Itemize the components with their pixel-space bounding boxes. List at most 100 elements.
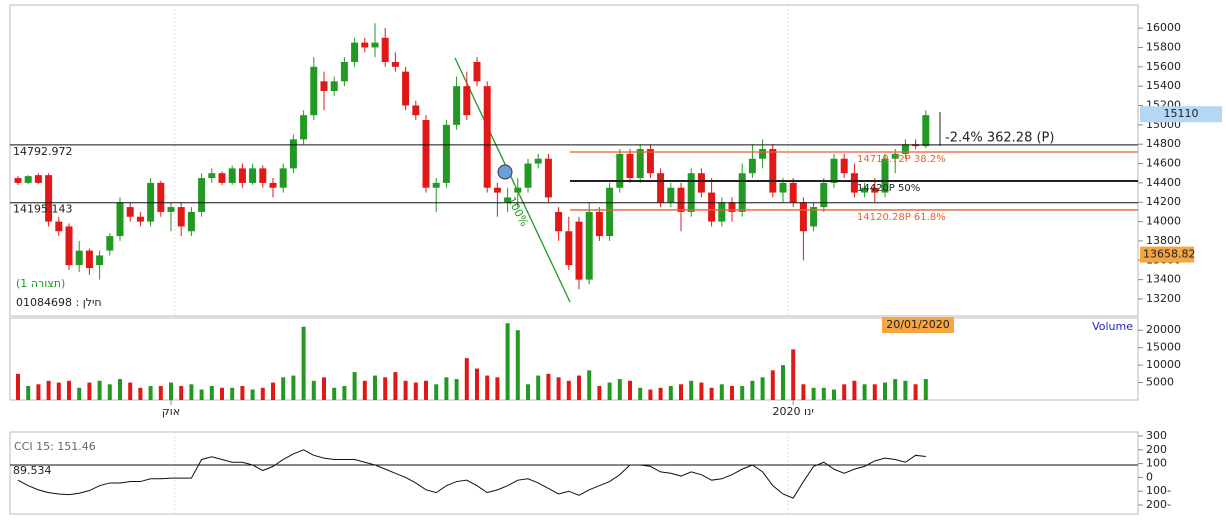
y-tick-label: 200 [1146, 443, 1167, 456]
y-tick-label: 15000 [1146, 341, 1181, 354]
candle-body [861, 187, 869, 193]
y-tick-label: 14800 [1146, 137, 1181, 150]
volume-bar [118, 379, 122, 400]
y-tick-label: 14600 [1146, 157, 1181, 170]
volume-bar [750, 380, 755, 400]
volume-bar [281, 377, 286, 400]
level-label: 14195.143 [13, 203, 73, 216]
volume-bar [719, 384, 724, 400]
volume-bar [475, 368, 479, 400]
candle-body [24, 176, 32, 183]
volume-bar [668, 386, 673, 400]
volume-bar [260, 387, 265, 400]
volume-bar [577, 375, 581, 400]
volume-bar [770, 370, 775, 400]
volume-bar [434, 384, 439, 400]
candle-body [65, 226, 73, 266]
volume-bar [536, 375, 541, 400]
candle-body [330, 81, 338, 91]
candle-body [850, 173, 858, 193]
volume-bar [97, 380, 102, 400]
candle-body [759, 149, 767, 159]
candle-body [412, 105, 420, 116]
candle-body [493, 187, 501, 193]
x-tick-label: אוק [162, 405, 180, 418]
candle-body [687, 173, 695, 212]
candle-body [463, 86, 471, 116]
cci-line [17, 449, 926, 499]
candle-body [126, 207, 134, 217]
volume-bar [648, 389, 653, 400]
candle-body [136, 216, 144, 222]
candle-body [901, 144, 909, 154]
candle-body [402, 71, 410, 106]
volume-bar [271, 382, 275, 400]
y-tick-label: 14000 [1146, 215, 1181, 228]
candle-body [473, 61, 481, 82]
volume-bar [811, 387, 816, 400]
volume-bar [781, 365, 785, 400]
candle-body [820, 182, 828, 208]
volume-bar [638, 387, 643, 400]
volume-bar [872, 384, 877, 400]
fib-label: 14420P 50% [857, 183, 920, 194]
y-tick-label: 15400 [1146, 79, 1181, 92]
volume-bar [342, 386, 347, 400]
candle-body [96, 255, 104, 266]
candle-body [636, 149, 644, 179]
candle-body [830, 158, 838, 183]
volume-bar [301, 326, 306, 400]
y-tick-label: 13400 [1146, 273, 1181, 286]
candle-body [799, 202, 807, 232]
candle-body [218, 173, 226, 183]
volume-bar [760, 377, 765, 400]
candle-body [228, 168, 236, 183]
trend-handle [497, 164, 513, 180]
volume-panel [9, 317, 1139, 401]
date-box [882, 317, 954, 333]
volume-bar [209, 386, 214, 400]
volume-bar [158, 386, 163, 400]
y-tick-label: 15600 [1146, 60, 1181, 73]
volume-bar [230, 387, 235, 400]
candle-body [810, 207, 818, 227]
volume-bar [138, 387, 143, 400]
volume-bar [16, 373, 20, 400]
candle-body [208, 173, 216, 179]
candle-body [881, 158, 889, 193]
y-tick-label: 14200 [1146, 195, 1181, 208]
y-tick-label: 5000 [1146, 376, 1174, 389]
volume-bar [923, 379, 928, 400]
candle-body [585, 211, 593, 280]
volume-bar [128, 382, 133, 400]
date-label: 20/01/2020 [886, 318, 949, 331]
candle-body [871, 187, 879, 193]
volume-bar [107, 384, 112, 400]
volume-bar [893, 379, 898, 400]
volume-bar [311, 380, 316, 400]
candle-body [238, 168, 246, 183]
y-tick-label: 14400 [1146, 176, 1181, 189]
candle-body [606, 187, 614, 237]
candle-body [555, 211, 563, 232]
candle-body [657, 173, 665, 203]
candle-body [45, 175, 53, 222]
candle-body [442, 124, 450, 183]
volume-bar [709, 387, 714, 400]
candle-body [381, 37, 389, 62]
candle-body [504, 197, 512, 203]
candle-body [840, 158, 848, 174]
volume-bar [546, 373, 551, 400]
level-label: 14792.972 [13, 145, 73, 158]
volume-bar [485, 375, 490, 400]
candle-body [534, 158, 542, 164]
candle-body [483, 86, 491, 188]
volume-bar [730, 386, 734, 400]
volume-bar [883, 382, 887, 400]
volume-bar [454, 379, 459, 400]
volume-bar [566, 380, 571, 400]
y-tick-label: 0 [1146, 470, 1153, 483]
volume-bar [791, 349, 796, 400]
candle-body [279, 168, 287, 188]
y-tick-label: 100- [1146, 484, 1171, 497]
